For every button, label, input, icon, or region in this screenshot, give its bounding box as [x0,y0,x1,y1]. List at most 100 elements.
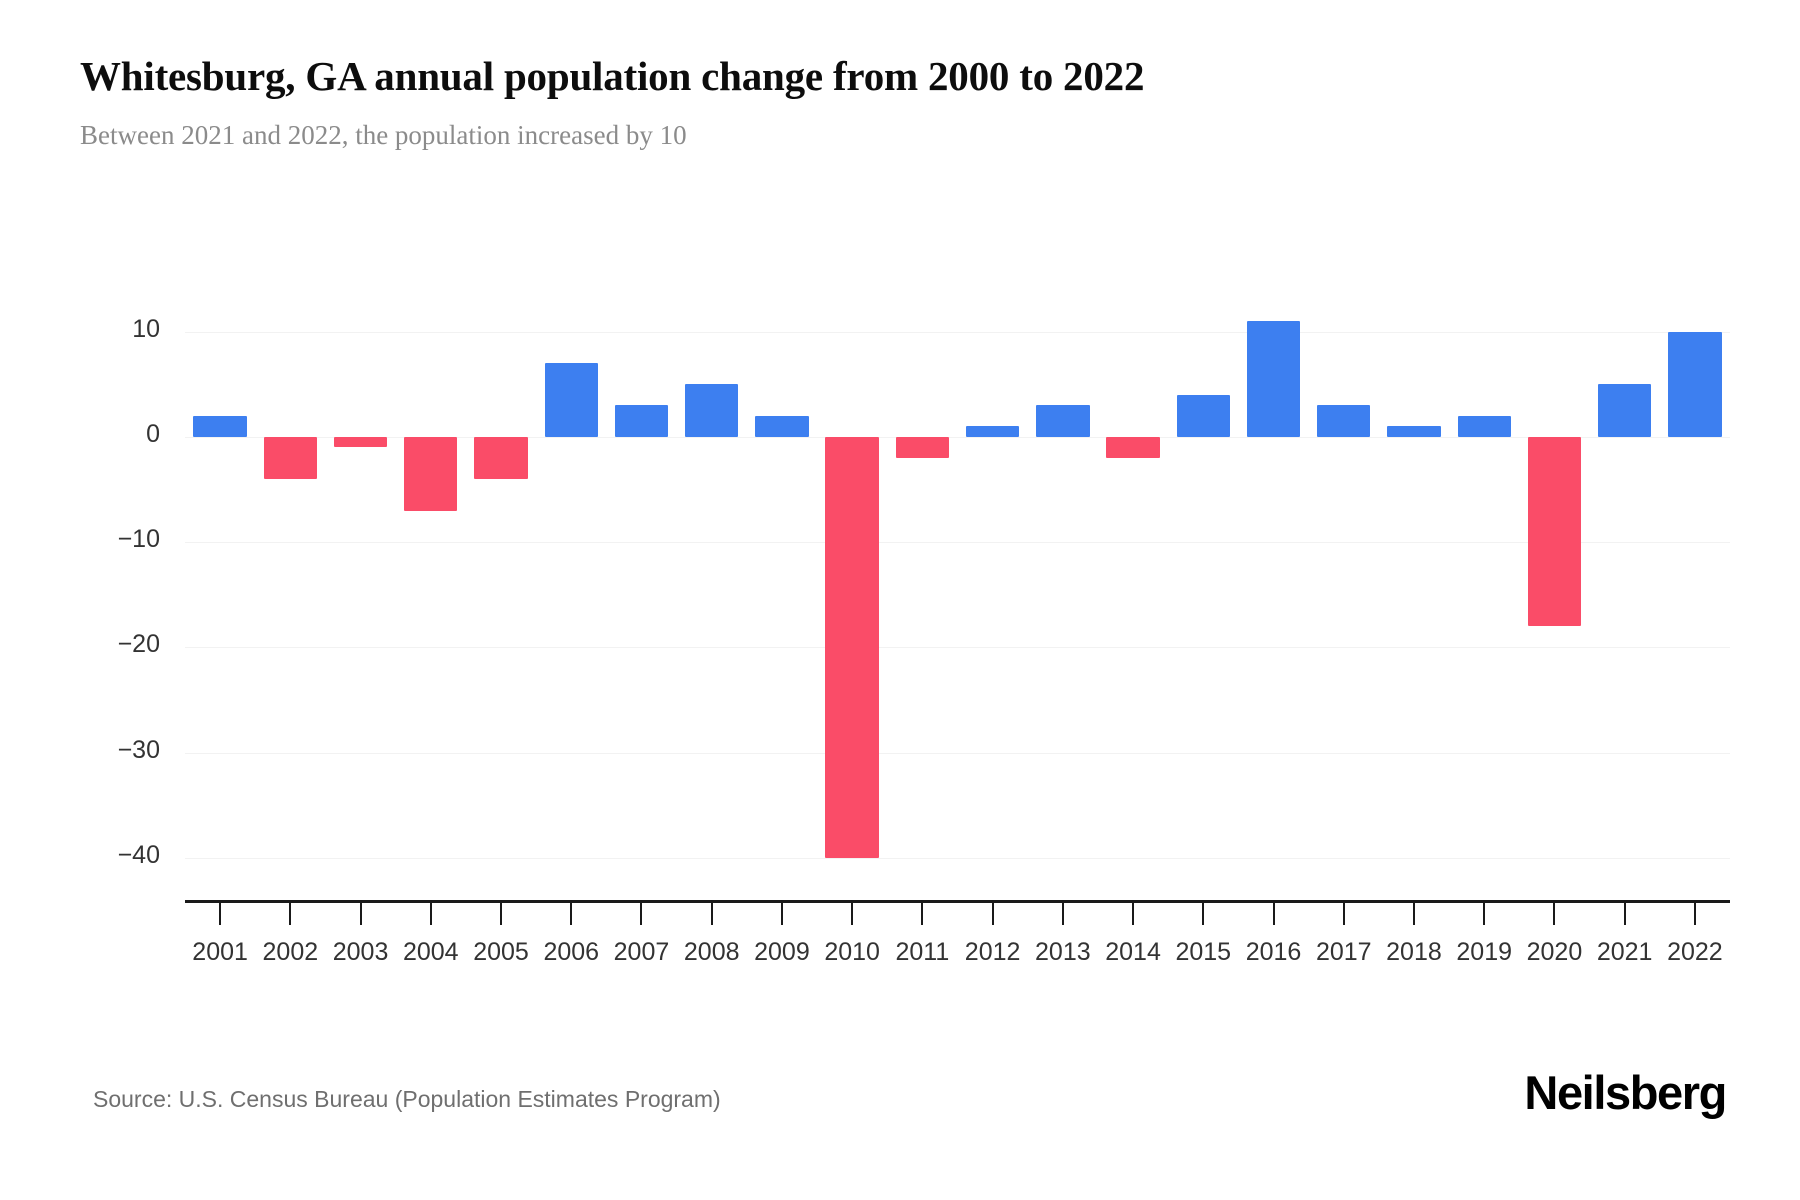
bar-2002[interactable] [263,436,317,479]
bar-2020[interactable] [1527,436,1582,627]
x-tick-label-2021: 2021 [1596,938,1653,966]
x-tick-mark [851,903,854,925]
gridline--40 [185,857,1730,859]
x-axis-line [185,900,1730,903]
bar-slot [396,300,466,900]
bar-2006[interactable] [544,363,598,437]
x-tick-mark [1202,903,1205,925]
bar-2014[interactable] [1106,436,1160,458]
y-tick-label: −40 [117,840,160,869]
x-tick-mark [570,903,573,925]
x-tick-label-2014: 2014 [1105,938,1161,966]
x-tick-label-2008: 2008 [683,938,740,966]
x-tick-mark [640,903,643,925]
bar-slot [1449,300,1519,900]
gridline--20 [185,647,1730,649]
x-tick-mark [780,903,783,925]
bar-2001[interactable] [193,415,247,437]
bar-2004[interactable] [404,436,458,511]
x-tick-mark [710,903,713,925]
x-tick-mark [1623,903,1626,925]
bar-2015[interactable] [1176,394,1230,437]
x-tick-label-2010: 2010 [824,938,880,966]
x-tick-mark [991,903,994,925]
bar-slot [1379,300,1449,900]
bar-slot [677,300,747,900]
bar-series [185,300,1730,900]
bar-2003[interactable] [333,436,388,448]
gridline-0 [185,436,1730,438]
x-tick-mark [1483,903,1486,925]
bar-slot [1590,300,1660,900]
bar-slot [747,300,817,900]
x-tick-label-2012: 2012 [964,938,1021,966]
x-tick-label-2016: 2016 [1245,938,1302,966]
bar-slot [1168,300,1238,900]
x-tick-label-2019: 2019 [1456,938,1513,966]
y-tick-label: −10 [117,525,160,554]
y-tick-label: 10 [132,314,160,343]
x-tick-label-2011: 2011 [895,938,950,966]
gridline--10 [185,542,1730,544]
x-tick-mark [289,903,292,925]
bar-2019[interactable] [1457,415,1511,437]
page-title: Whitesburg, GA annual population change … [80,53,1145,99]
bar-slot [325,300,395,900]
x-tick-label-2013: 2013 [1035,938,1091,966]
bar-2008[interactable] [685,384,739,437]
x-tick-label-2009: 2009 [754,938,810,966]
plot-area [185,300,1730,900]
y-tick-label: −20 [117,630,160,659]
x-tick-mark [1132,903,1135,925]
bar-slot [1028,300,1098,900]
bar-2017[interactable] [1317,405,1371,437]
bar-2007[interactable] [614,405,669,437]
bar-slot [606,300,676,900]
y-tick-label: 0 [146,419,160,448]
bar-2005[interactable] [474,436,528,479]
bar-slot [1098,300,1168,900]
bar-slot [887,300,957,900]
page-subtitle: Between 2021 and 2022, the population in… [80,120,687,150]
x-tick-mark [1412,903,1415,925]
bar-2022[interactable] [1668,331,1722,437]
bar-2021[interactable] [1597,384,1652,437]
x-tick-mark [1693,903,1696,925]
x-tick-label-2004: 2004 [402,938,459,966]
bar-2013[interactable] [1036,405,1090,437]
bar-slot [817,300,887,900]
x-tick-label-2003: 2003 [332,938,389,966]
x-tick-label-2001: 2001 [192,938,248,966]
x-tick-mark [1553,903,1556,925]
x-tick-label-2018: 2018 [1386,938,1442,966]
x-tick-mark [219,903,222,925]
bar-2010[interactable] [825,436,879,858]
bar-slot [536,300,606,900]
x-tick-label-2022: 2022 [1667,938,1723,966]
x-tick-label-2002: 2002 [262,938,319,966]
source-note: Source: U.S. Census Bureau (Population E… [93,1086,721,1112]
x-tick-label-2020: 2020 [1526,938,1583,966]
x-tick-mark [1061,903,1064,925]
bar-slot [958,300,1028,900]
y-tick-label: −30 [117,735,160,764]
bar-slot [466,300,536,900]
gridline--30 [185,752,1730,754]
bar-slot [1309,300,1379,900]
bar-2018[interactable] [1387,426,1441,437]
x-tick-mark [921,903,924,925]
x-tick-label-2007: 2007 [613,938,670,966]
bar-2016[interactable] [1246,321,1301,437]
x-tick-label-2006: 2006 [543,938,600,966]
x-tick-mark [429,903,432,925]
x-tick-label-2017: 2017 [1315,938,1372,966]
gridline-10 [185,331,1730,333]
x-tick-label-2005: 2005 [473,938,529,966]
bar-slot [1519,300,1589,900]
bar-2012[interactable] [965,426,1020,437]
x-tick-mark [359,903,362,925]
x-tick-mark [500,903,503,925]
bar-2011[interactable] [895,436,950,458]
bar-2009[interactable] [755,415,809,437]
